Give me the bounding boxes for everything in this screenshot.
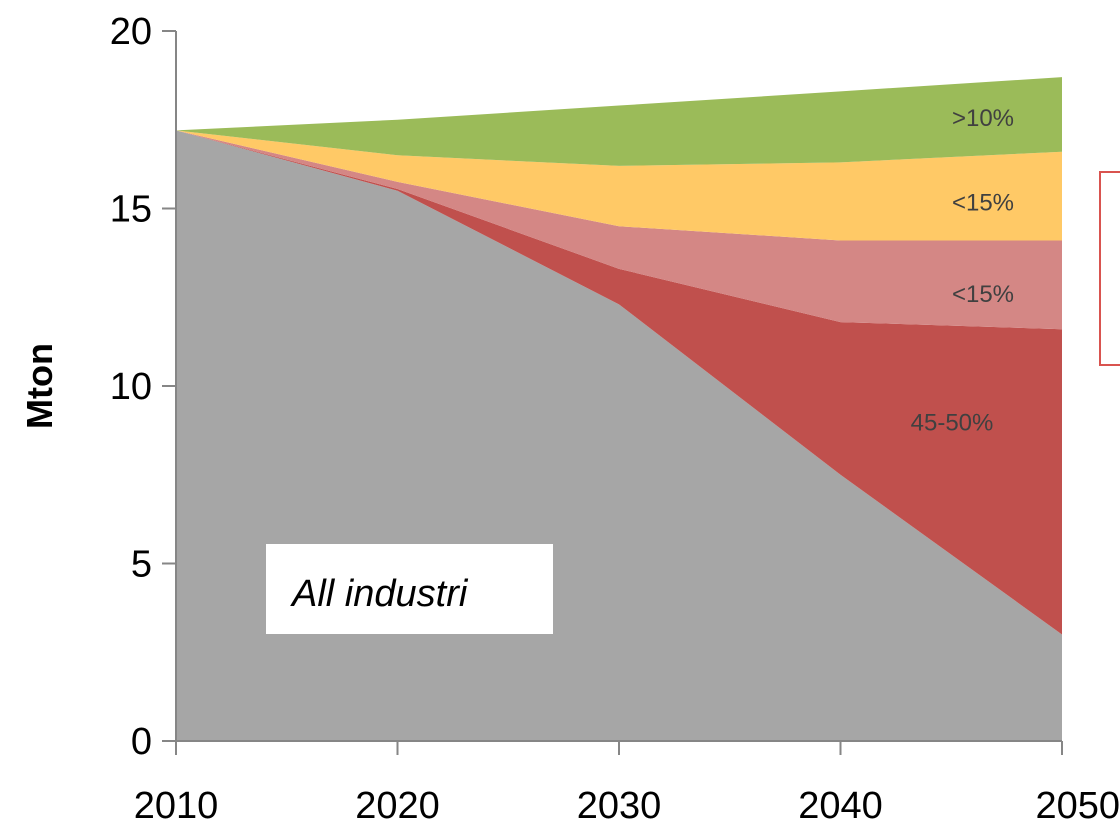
y-tick-label: 5: [131, 544, 152, 586]
x-tick-label: 2010: [134, 785, 219, 827]
band-label-2: <15%: [952, 281, 1014, 308]
callout-box: [266, 544, 553, 634]
band-label-1: 45-50%: [911, 410, 994, 437]
band-label-4: >10%: [952, 105, 1014, 132]
x-tick-label: 2020: [355, 785, 440, 827]
y-tick-label: 10: [110, 366, 152, 408]
area-series-3: [176, 130, 1062, 241]
area-series-2: [176, 130, 1062, 330]
y-tick-label: 20: [110, 11, 152, 53]
all-industri-callout: All industri: [266, 544, 553, 634]
y-tick-label: 15: [110, 189, 152, 231]
x-tick-label: 2030: [577, 785, 662, 827]
y-tick-label: 0: [131, 721, 152, 763]
callout-text: All industri: [290, 573, 469, 615]
band-label-3: <15%: [952, 189, 1014, 216]
band-labels: 45-50% <15% <15% >10%: [911, 105, 1014, 437]
x-axis-ticks: 2010 2020 2030 2040 2050: [134, 741, 1120, 827]
y-axis-ticks: 0 5 10 15 20: [110, 11, 176, 763]
area-series-4: [176, 77, 1062, 166]
y-axis-title: Mton: [19, 343, 60, 429]
legend-frame-partial: [1099, 171, 1120, 366]
x-tick-label: 2050: [1035, 785, 1120, 827]
area-series-1: [176, 130, 1062, 635]
x-tick-label: 2040: [798, 785, 883, 827]
